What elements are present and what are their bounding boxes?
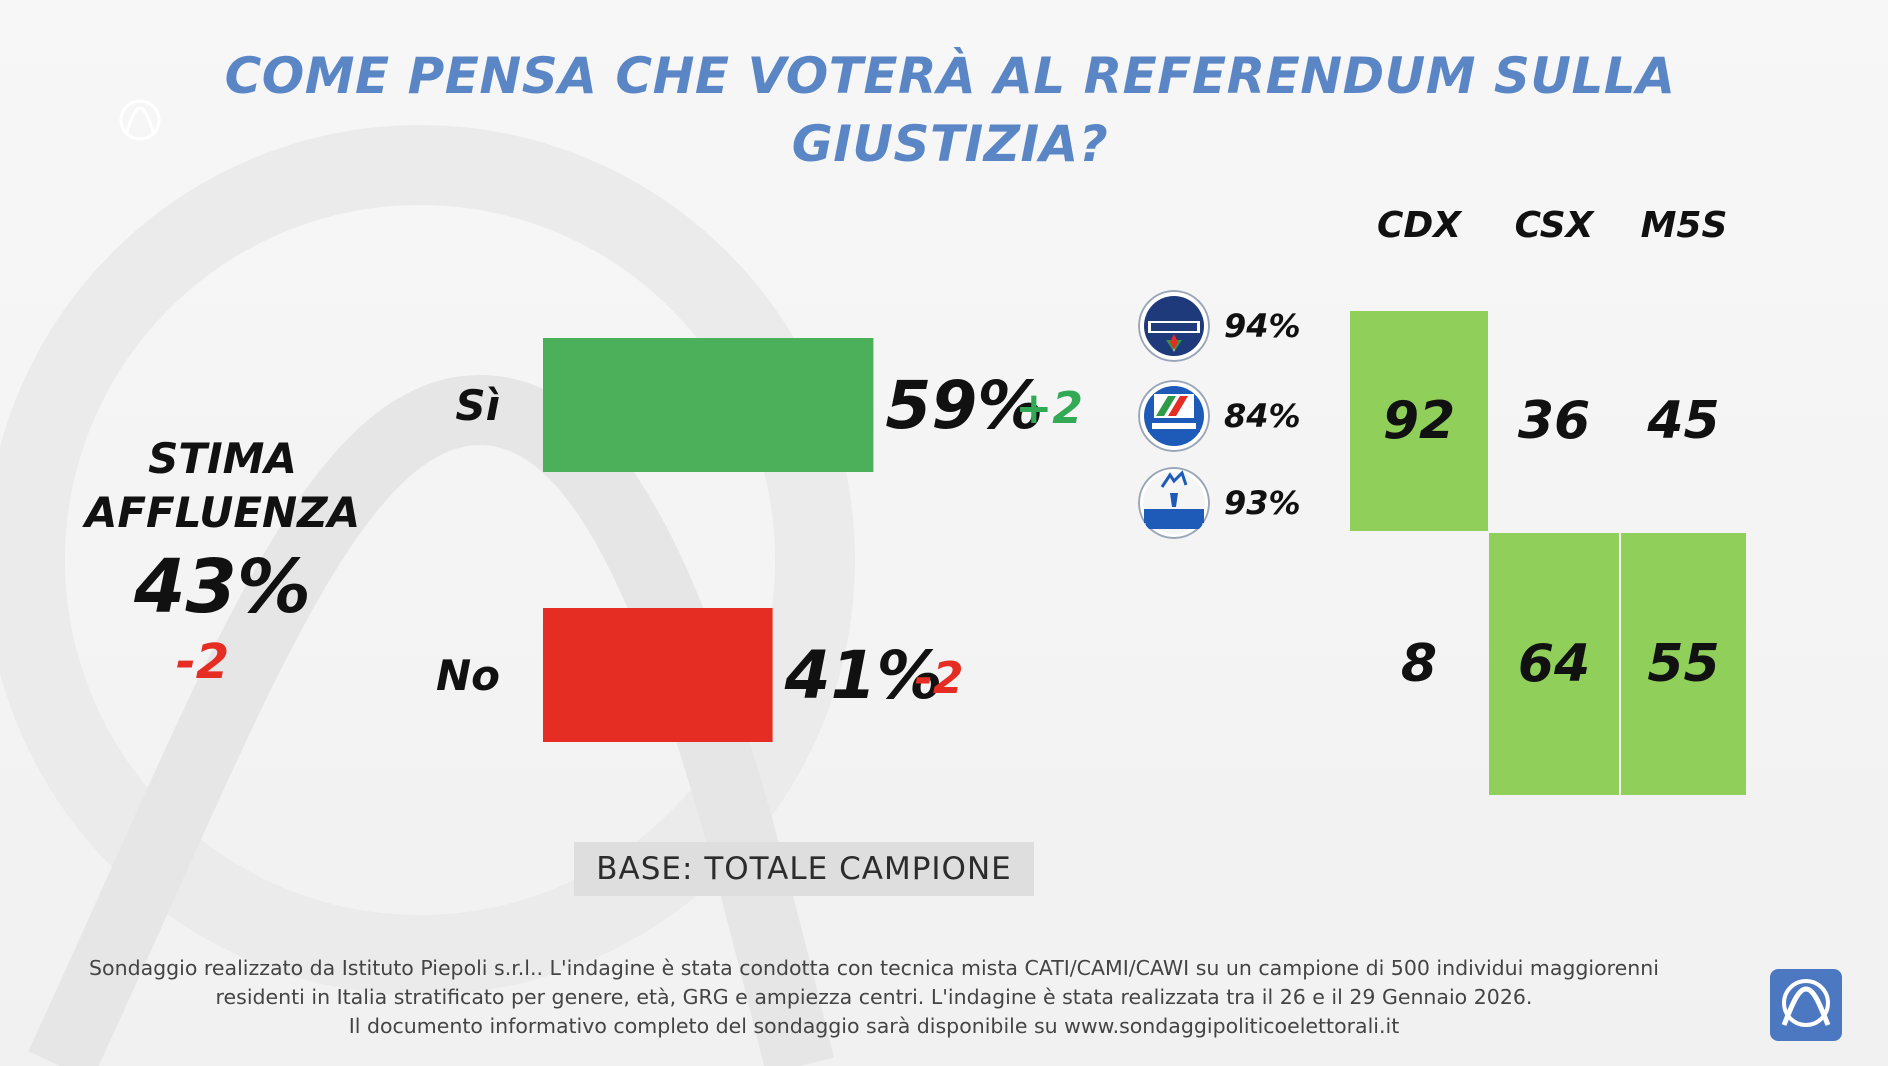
lega-logo-icon [1138, 467, 1210, 539]
bar-value-label-si: 59% [885, 367, 1043, 444]
matrix-cell-si-m5s: 45 [1647, 391, 1720, 451]
party-row-lega: 93% [1138, 467, 1308, 539]
forza-italia-logo-icon [1138, 380, 1210, 452]
footnote-line-1: Sondaggio realizzato da Istituto Piepoli… [89, 956, 1659, 980]
category-label-si: Sì [455, 381, 500, 430]
category-label-no: No [436, 651, 500, 700]
bar-no [543, 608, 773, 742]
party-pct-fdi: 94% [1224, 307, 1301, 345]
title-line-1: COME PENSA CHE VOTERÀ AL REFERENDUM SULL… [224, 47, 1676, 105]
matrix-cell-no-csx: 64 [1489, 533, 1619, 795]
party-pct-lega: 93% [1224, 484, 1301, 522]
turnout-estimate: STIMA AFFLUENZA 43% -2 [70, 432, 375, 692]
piepoli-logo-icon [119, 99, 161, 141]
party-pct-fi: 84% [1224, 397, 1301, 435]
party-row-fdi: 94% [1138, 290, 1308, 362]
page-title: COME PENSA CHE VOTERÀ AL REFERENDUM SULL… [220, 42, 1680, 178]
turnout-value: 43% [133, 544, 312, 630]
methodology-footnote: Sondaggio realizzato da Istituto Piepoli… [40, 954, 1708, 1041]
matrix-cell-si-cdx: 92 [1350, 311, 1488, 531]
fratelli-ditalia-logo-icon [1138, 290, 1210, 362]
matrix-cell-si-csx: 36 [1517, 391, 1591, 451]
bar-value-label-no: 41% [784, 637, 943, 714]
matrix-cell-no-m5s: 55 [1621, 533, 1746, 795]
title-line-2: GIUSTIZIA? [791, 115, 1109, 173]
bar-delta-label-no: -2 [915, 653, 964, 704]
base-label: BASE: TOTALE CAMPIONE [574, 842, 1034, 896]
matrix-cell-no-cdx: 8 [1400, 634, 1438, 694]
turnout-delta: -2 [175, 634, 230, 690]
turnout-label-line-1: STIMA [148, 434, 297, 483]
party-row-fi: 84% [1138, 380, 1308, 452]
coalition-header-csx: CSX [1514, 205, 1594, 246]
bar-delta-label-si: +2 [1015, 383, 1082, 434]
footnote-line-2: residenti in Italia stratificato per gen… [215, 985, 1533, 1009]
coalition-header-m5s: M5S [1640, 205, 1728, 246]
footnote-line-3: Il documento informativo completo del so… [348, 1014, 1400, 1038]
bar-si [543, 338, 874, 472]
broadcaster-logo-icon [1770, 969, 1842, 1041]
coalition-header-cdx: CDX [1376, 205, 1462, 246]
turnout-label-line-2: AFFLUENZA [84, 488, 361, 537]
